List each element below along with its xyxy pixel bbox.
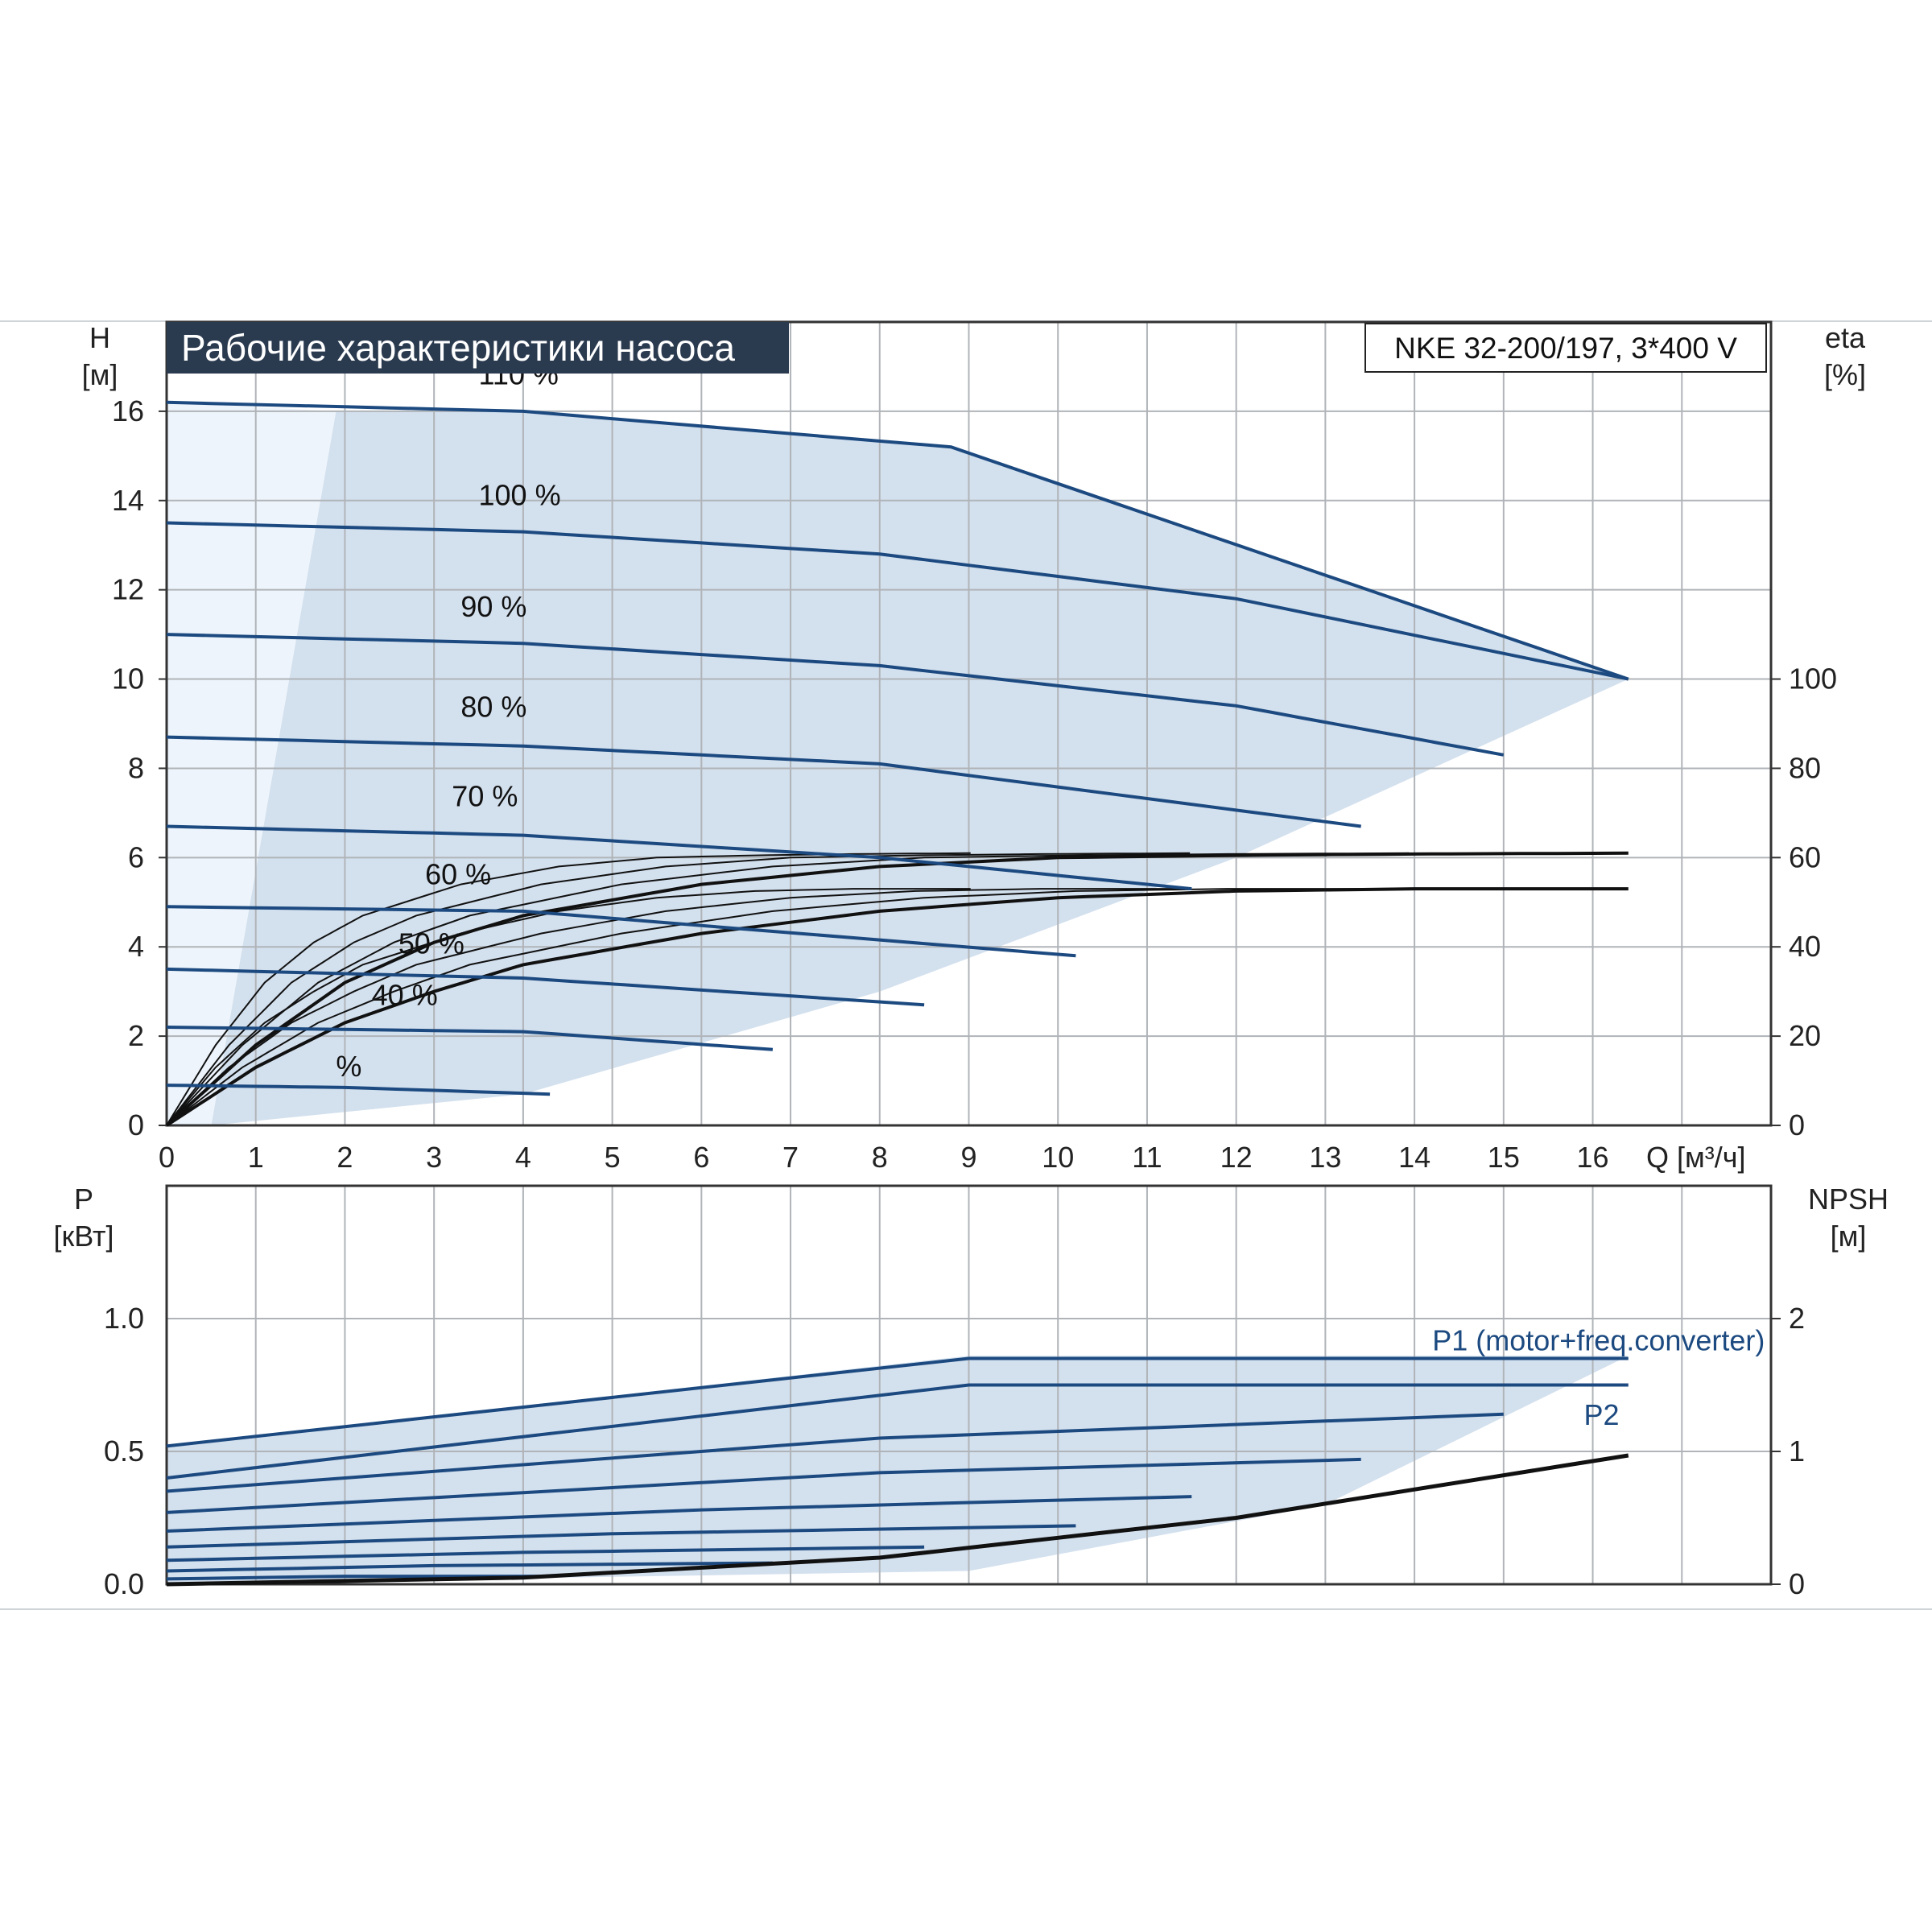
y2-axis-label: eta [1825,321,1866,354]
x-tick-label: 13 [1309,1141,1341,1174]
speed-label: 40 % [372,978,438,1011]
y-tick-label: 8 [128,751,144,784]
x-tick-label: 11 [1132,1141,1162,1174]
power-curve [166,1356,1629,1448]
power-curve [166,1545,925,1563]
x-tick-label: 16 [1577,1141,1609,1174]
x-tick-label: 5 [605,1141,621,1174]
head-curve [166,967,925,1007]
efficiency-curve-variant [166,888,1410,1126]
power-curve [166,1561,773,1573]
y-tick-label: 12 [112,573,144,606]
y-tick-label: 10 [112,663,144,696]
speed-label: % [336,1050,361,1083]
power-curve [166,1383,1629,1480]
head-curve [166,824,1192,891]
y-tick-label: 6 [128,840,144,873]
power-curve [166,1412,1504,1493]
x-tick-label: 4 [515,1141,531,1174]
x-tick-label: 0 [159,1141,175,1174]
y2-tick-label: 2 [1789,1302,1805,1335]
y2-tick-label: 80 [1789,751,1821,784]
y2-tick-label: 20 [1789,1019,1821,1052]
plot-frame [165,320,1773,1127]
power-area [167,1356,1629,1584]
y-axis-label-unit: [м] [82,358,118,391]
head-curve [166,905,1076,958]
efficiency-curve [165,887,1629,1127]
power-curve [166,1495,1192,1533]
head-curve [166,1084,551,1096]
head-curve [166,521,1629,681]
efficiency-curve-variant [166,852,1191,1126]
x-tick-label: 2 [336,1141,353,1174]
speed-label: 50 % [398,927,464,960]
y2-tick-label: 0 [1789,1108,1805,1141]
x-axis-label: Q [м³/ч] [1646,1141,1746,1174]
speed-label: 60 % [425,858,491,891]
bottom-divider [0,1608,1932,1610]
x-tick-label: 15 [1488,1141,1520,1174]
y2-tick-label: 40 [1789,930,1821,963]
head-curve [166,633,1505,757]
power-curve [166,1524,1076,1549]
y-axis-label: H [89,321,110,354]
y-tick-label: 1.0 [104,1302,144,1335]
efficiency-curve-variant [166,852,1410,1126]
y-tick-label: 0.0 [104,1567,144,1600]
speed-label: 80 % [460,691,526,724]
x-tick-label: 8 [872,1141,888,1174]
power-panel: P1 (motor+freq.converter) P2 0.0 0.5 1.0 0 1 2 P… [53,1183,1889,1600]
head-curve [166,735,1361,828]
head-panel: 110 %100 %90 %80 %70 %60 %50 %40 %%0 1 2 3 4… [82,320,1866,1174]
low-flow-area [167,402,336,1125]
x-tick-label: 7 [782,1141,799,1174]
y-tick-label: 14 [112,484,144,517]
efficiency-curve-variant [166,888,1191,1126]
x-tick-label: 9 [960,1141,976,1174]
power-curve [166,1575,551,1581]
y-axis-label-unit: [кВт] [53,1220,114,1253]
x-tick-label: 3 [426,1141,442,1174]
x-tick-label: 12 [1220,1141,1253,1174]
speed-label: 70 % [452,780,518,813]
head-curve [166,400,1629,681]
y-tick-label: 16 [112,394,144,427]
y2-axis-label: NPSH [1808,1183,1889,1216]
y-axis-label: P [74,1183,93,1216]
x-tick-label: 14 [1398,1141,1430,1174]
y-tick-label: 0.5 [104,1435,144,1468]
x-tick-label: 6 [693,1141,709,1174]
y2-axis-label-unit: [%] [1824,358,1866,391]
y2-tick-label: 1 [1789,1435,1805,1468]
y-tick-label: 4 [128,930,144,963]
chart-title: Рабочие характеристики насоса [167,322,789,374]
y2-axis-label-unit: [м] [1831,1220,1867,1253]
x-tick-label: 1 [248,1141,264,1174]
efficiency-curve-variant [166,888,971,1126]
efficiency-curve-variant [166,852,971,1126]
model-label: NKE 32-200/197, 3*400 V [1364,323,1767,373]
p1-label: P1 (motor+freq.converter) [1432,1324,1765,1357]
power-curve [166,1457,1361,1514]
head-curve [166,1026,774,1051]
y2-tick-label: 60 [1789,840,1821,873]
y2-tick-label: 0 [1789,1567,1805,1600]
npsh-curve [166,1453,1629,1587]
p2-label: P2 [1583,1398,1619,1431]
y2-tick-label: 100 [1789,663,1837,696]
speed-label: 90 % [460,590,526,623]
y-tick-label: 2 [128,1019,144,1052]
x-tick-label: 10 [1042,1141,1074,1174]
y-tick-label: 0 [128,1108,144,1141]
efficiency-curve [165,851,1629,1127]
speed-label: 100 % [479,478,561,511]
plot-frame [165,1184,1773,1586]
